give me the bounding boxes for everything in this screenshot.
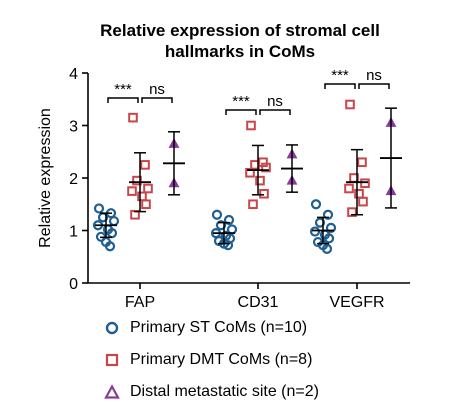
primary-dmt-point-fap-1 — [140, 160, 150, 170]
triangle-marker-icon — [104, 384, 120, 399]
bracket-ns-cd31 — [259, 109, 291, 115]
x-tick-label-vegfr: VEGFR — [329, 294, 384, 311]
primary-st-point-fap-0 — [93, 203, 105, 214]
primary-st-point-fap-9 — [104, 241, 116, 252]
square-marker-icon — [105, 353, 119, 367]
primary-dmt-point-cd31-4 — [245, 167, 255, 178]
legend-item-primary-st: Primary ST CoMs (n=10) — [104, 312, 319, 344]
primary-dmt-point-cd31-7 — [248, 199, 258, 210]
circle-marker-icon — [105, 321, 119, 335]
bracket-ns-fap — [141, 97, 173, 103]
legend-label-primary-st: Primary ST CoMs (n=10) — [130, 319, 308, 336]
bracket-label-ns-vegfr: ns — [366, 67, 382, 84]
bracket-label-sig-cd31: *** — [232, 93, 250, 110]
primary-dmt-point-fap-6 — [141, 199, 151, 210]
primary-st-point-cd31-1 — [223, 214, 235, 226]
bracket-sig-cd31 — [225, 109, 257, 115]
primary-st-point-vegfr-1 — [322, 209, 334, 220]
primary-dmt-point-fap-3 — [143, 183, 153, 194]
primary-st-point-vegfr-2 — [314, 217, 326, 228]
legend-item-distal: Distal metastatic site (n=2) — [104, 376, 319, 408]
y-tick-label-2: 2 — [69, 171, 78, 188]
x-tick-label-fap: FAP — [125, 294, 155, 311]
y-axis-label: Relative expression — [37, 108, 54, 248]
bracket-label-ns-cd31: ns — [267, 93, 283, 110]
primary-st-point-fap-3 — [108, 215, 120, 227]
primary-dmt-point-fap-2 — [132, 175, 142, 186]
primary-dmt-point-cd31-0 — [246, 120, 256, 131]
legend-label-primary-dmt: Primary DMT CoMs (n=8) — [130, 351, 313, 368]
primary-dmt-point-cd31-2 — [250, 160, 260, 170]
primary-dmt-point-fap-4 — [127, 186, 137, 196]
primary-dmt-point-fap-0 — [128, 112, 138, 123]
legend-item-primary-dmt: Primary DMT CoMs (n=8) — [104, 344, 319, 376]
primary-st-point-cd31-7 — [213, 235, 225, 247]
primary-dmt-point-cd31-3 — [261, 162, 271, 173]
primary-dmt-point-cd31-6 — [259, 188, 269, 199]
legend: Primary ST CoMs (n=10) Primary DMT CoMs … — [104, 312, 319, 408]
bracket-sig-vegfr — [324, 83, 356, 89]
primary-dmt-point-vegfr-6 — [358, 196, 368, 207]
primary-st-point-vegfr-0 — [310, 199, 322, 210]
primary-st-point-cd31-2 — [215, 220, 227, 231]
chart-title-line-2: hallmarks in CoMs — [165, 42, 315, 61]
primary-st-point-vegfr-6 — [323, 233, 335, 244]
chart-title-line-1: Relative expression of stromal cell — [100, 21, 380, 40]
y-tick-label-1: 1 — [69, 224, 78, 241]
primary-st-point-cd31-0 — [211, 209, 223, 220]
primary-st-point-vegfr-4 — [309, 226, 321, 237]
legend-label-distal: Distal metastatic site (n=2) — [130, 383, 319, 400]
bracket-sig-fap — [107, 97, 139, 103]
x-tick-label-cd31: CD31 — [238, 294, 279, 311]
primary-dmt-point-cd31-5 — [255, 175, 265, 186]
primary-st-point-vegfr-3 — [325, 222, 337, 233]
bracket-label-sig-fap: *** — [114, 81, 132, 98]
y-tick-label-4: 4 — [69, 66, 78, 83]
bracket-label-ns-fap: ns — [149, 81, 165, 98]
primary-dmt-point-vegfr-0 — [345, 99, 355, 110]
primary-dmt-point-vegfr-4 — [344, 183, 354, 194]
y-tick-label-3: 3 — [69, 119, 78, 136]
primary-dmt-point-vegfr-7 — [347, 207, 357, 217]
bracket-ns-vegfr — [358, 83, 390, 89]
y-tick-label-0: 0 — [69, 276, 78, 293]
primary-st-point-cd31-9 — [222, 240, 234, 251]
primary-dmt-point-vegfr-3 — [360, 178, 370, 189]
bracket-label-sig-vegfr: *** — [331, 67, 349, 84]
primary-dmt-point-vegfr-1 — [357, 157, 367, 168]
primary-st-point-vegfr-9 — [321, 243, 333, 254]
